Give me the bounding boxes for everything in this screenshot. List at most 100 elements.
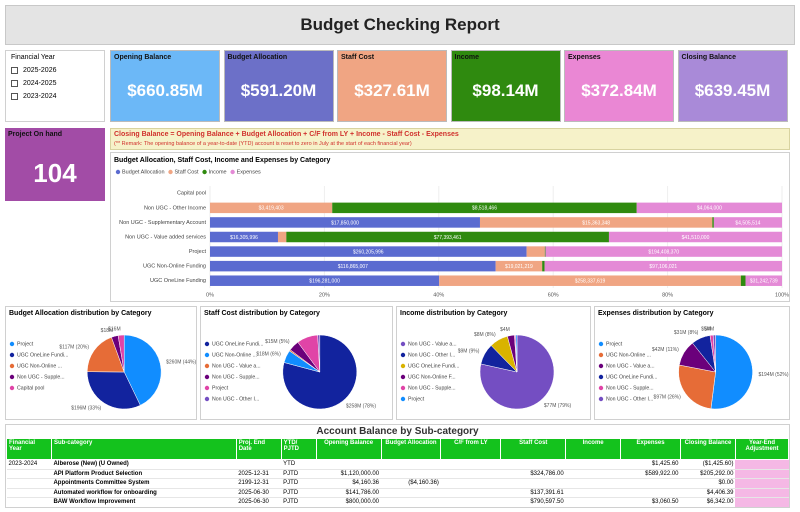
- table-cell: $800,000.00: [316, 497, 382, 507]
- table-cell: [565, 488, 621, 498]
- y-tick-label: Capital pool: [177, 191, 206, 197]
- bar-segment: [740, 275, 746, 286]
- legend-label: UGC OneLine Fundi...: [606, 374, 657, 380]
- legend-label: Expenses: [237, 169, 261, 175]
- legend-label: UGC Non-Online ...: [606, 352, 651, 358]
- legend-label: UGC Non-Online ...: [17, 363, 62, 369]
- y-tick-label: UGC OneLine Funding: [150, 278, 206, 284]
- bar-segment: [332, 202, 637, 214]
- table-title: Account Balance by Sub-category: [316, 426, 479, 437]
- y-tick-label: Project: [189, 249, 207, 255]
- table-cell: PJTD: [281, 497, 317, 507]
- legend-marker: [230, 169, 235, 175]
- legend-marker: [400, 363, 406, 369]
- chart: Budget Allocation, Staff Cost, Income an…: [114, 157, 789, 299]
- legend-marker: [9, 374, 15, 380]
- pie-slice: [712, 334, 716, 373]
- data-label: $5M: [701, 327, 711, 333]
- legend-marker: [9, 352, 15, 358]
- checkbox[interactable]: [11, 80, 18, 87]
- legend-marker: [598, 363, 604, 369]
- table-cell: [565, 459, 621, 470]
- kpi-label: Budget Allocation: [227, 54, 288, 61]
- kpi-card: Budget Allocation $591.20M: [223, 50, 334, 122]
- column-header[interactable]: C/F from LY: [440, 438, 502, 460]
- pie-slice: [710, 334, 753, 410]
- table-cell: [440, 459, 501, 470]
- legend-label: Non UGC - Supple...: [212, 374, 260, 380]
- column-header[interactable]: Closing Balance: [680, 438, 736, 460]
- legend-marker: [9, 385, 15, 391]
- pie-slice: [86, 336, 125, 373]
- table-cell: [735, 469, 789, 479]
- legend-label: Non UGC - Supple...: [606, 385, 654, 391]
- table-cell: [565, 497, 621, 507]
- data-label: $31M (8%): [674, 330, 699, 336]
- legend-marker: [598, 352, 604, 358]
- table-cell: [6, 488, 52, 498]
- table-cell: PJTD: [281, 469, 317, 479]
- column-header[interactable]: Year-End Adjustment: [734, 438, 789, 460]
- table-row: BAW Workflow Improvement 2025-06-30 PJTD $8…: [6, 497, 789, 507]
- table-cell: Automated workflow for onboarding: [51, 488, 237, 498]
- bar-segment: [545, 246, 782, 257]
- checkbox[interactable]: [11, 93, 18, 100]
- legend-marker: [9, 363, 15, 369]
- column-header[interactable]: Expenses: [620, 438, 682, 460]
- header-row: Financial Year Sub-category Proj. End Date…: [6, 438, 789, 460]
- legend-label: Non UGC - Other I...: [212, 396, 259, 402]
- x-tick-label: 20%: [319, 292, 330, 298]
- legend-marker: [204, 363, 210, 369]
- kpi-card: Closing Balance $639.45M: [677, 50, 788, 122]
- bar-segment: [479, 217, 713, 228]
- data-label: $258M (78%): [346, 403, 376, 409]
- legend-marker: [202, 169, 207, 175]
- column-header[interactable]: Budget Allocation: [380, 438, 442, 460]
- column-header[interactable]: Income: [565, 438, 622, 460]
- kpi-label: Closing Balance: [681, 54, 736, 61]
- data-label: $9M (9%): [458, 348, 480, 354]
- x-tick-label: 40%: [433, 292, 444, 298]
- bar-segment: [210, 202, 333, 214]
- table-cell: $1,120,000.00: [316, 469, 382, 479]
- legend-marker: [400, 396, 406, 402]
- filter-option[interactable]: 2025-2026: [11, 66, 96, 76]
- table-cell: 2023-2024: [6, 459, 52, 470]
- table-cell: $0.00: [680, 478, 736, 489]
- checkbox[interactable]: [11, 67, 18, 74]
- legend-marker: [400, 341, 406, 347]
- legend-marker: [115, 169, 121, 175]
- column-header[interactable]: Financial Year: [6, 438, 52, 460]
- table-cell: [735, 497, 789, 507]
- bar-segment: [542, 260, 545, 272]
- table-cell: [381, 488, 441, 498]
- data-label: $116,865,007: [338, 264, 368, 270]
- column-header[interactable]: Proj. End Date: [235, 438, 282, 460]
- data-label: $8M (8%): [474, 332, 496, 338]
- table-cell: [381, 459, 441, 470]
- table-cell: 2025-06-30: [236, 497, 282, 507]
- bar-segment: [210, 275, 440, 286]
- table-cell: $3,060.50: [620, 497, 681, 507]
- table-cell: [735, 488, 789, 498]
- column-header[interactable]: Staff Cost: [500, 438, 567, 460]
- filter-option[interactable]: 2023-2024: [11, 92, 96, 102]
- bar-segment: [439, 275, 741, 286]
- column-header[interactable]: Opening Balance: [315, 438, 382, 460]
- legend-label: UGC Non-Online ...: [212, 352, 257, 358]
- column-header[interactable]: YTD/ PJTD: [280, 438, 317, 460]
- table-cell: [735, 459, 789, 470]
- table-row: API Platform Product Selection 2025-12-31…: [6, 469, 789, 479]
- pie-slice: [282, 334, 358, 410]
- column-header[interactable]: Sub-category: [50, 438, 237, 460]
- legend-label: Project: [17, 341, 34, 347]
- filter-option[interactable]: 2024-2025: [11, 79, 96, 89]
- table-cell: $1,425.60: [620, 459, 681, 470]
- legend-marker: [204, 374, 210, 380]
- kpi-value: $327.61M: [354, 81, 430, 100]
- y-tick-label: Non UGC - Other Income: [144, 205, 206, 211]
- chart-title: Income distribution by Category: [400, 310, 507, 317]
- bar-segment: [210, 246, 527, 257]
- legend-label: Capital pool: [17, 385, 44, 391]
- y-tick-label: Non UGC - Value added services: [125, 234, 206, 240]
